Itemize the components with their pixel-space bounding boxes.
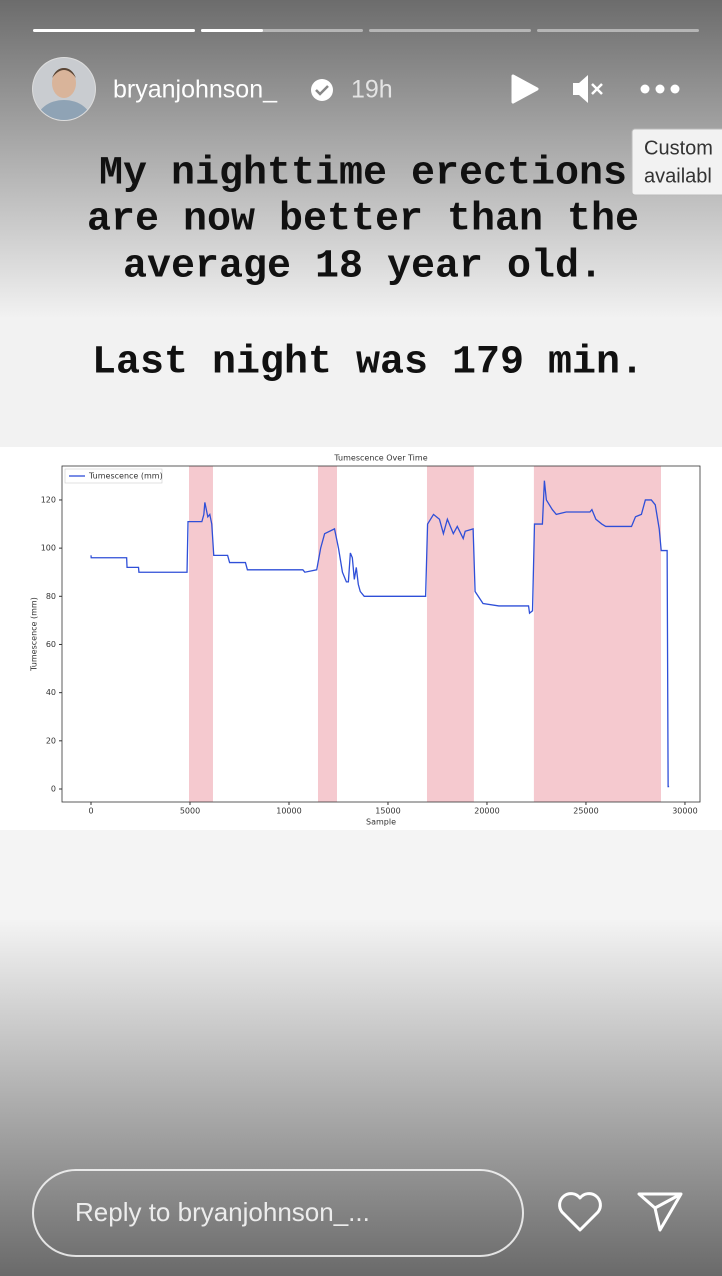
shaded-span: [426, 466, 474, 802]
data-line: [90, 480, 670, 788]
send-button[interactable]: [637, 1192, 683, 1232]
tooltip-text: Custom: [644, 137, 713, 159]
story-line: average 18 year old.: [123, 245, 603, 290]
x-tick-label: 20000: [474, 807, 499, 816]
progress-bars: [33, 29, 699, 32]
plot-frame: [61, 465, 701, 803]
tooltip: Custom availabl: [631, 128, 722, 196]
reply-input[interactable]: [32, 1169, 524, 1257]
story-line: Last night was 179 min.: [92, 341, 644, 386]
tooltip-text: availabl: [644, 165, 712, 187]
x-tick-label: 25000: [573, 807, 598, 816]
y-tick-label: 120: [41, 495, 56, 504]
play-button[interactable]: [511, 74, 539, 104]
username[interactable]: bryanjohnson_: [113, 76, 278, 104]
legend-box: [64, 468, 163, 484]
avatar[interactable]: [32, 57, 96, 144]
chart: Tumescence Over Time 0 5000 10000 15000 20000…: [30, 454, 701, 827]
post-time: 19h: [351, 76, 393, 104]
x-tick-label: 5000: [180, 807, 200, 816]
mute-button[interactable]: [573, 75, 603, 103]
y-tick-label: 80: [46, 592, 56, 601]
y-tick-label: 0: [51, 784, 56, 793]
y-tick-label: 60: [46, 640, 56, 649]
reply-placeholder: Reply to bryanjohnson_...: [75, 1197, 370, 1227]
story-line: My nighttime erections: [99, 152, 627, 197]
story-text: My nighttime erections are now better th…: [87, 152, 644, 386]
x-tick-label: 30000: [672, 807, 697, 816]
x-tick-label: 0: [88, 807, 93, 816]
x-axis-label: Sample: [366, 818, 396, 827]
x-tick-label: 10000: [276, 807, 301, 816]
shaded-span: [317, 466, 337, 802]
progress-segment: [33, 29, 195, 32]
y-tick-label: 100: [41, 544, 56, 553]
like-button[interactable]: [558, 1192, 602, 1232]
verified-badge: [311, 79, 333, 101]
progress-segment: [537, 29, 699, 32]
y-tick-label: 20: [46, 736, 56, 745]
more-button[interactable]: [640, 84, 680, 94]
y-tick-label: 40: [46, 688, 56, 697]
x-tick-label: 15000: [375, 807, 400, 816]
legend-label: Tumescence (mm): [88, 472, 163, 481]
progress-fill: [201, 29, 263, 32]
shaded-span: [189, 466, 213, 802]
shaded-span: [533, 466, 661, 802]
chart-title: Tumescence Over Time: [333, 454, 427, 463]
y-axis-label: Tumescence (mm): [30, 597, 39, 672]
story-line: are now better than the: [87, 198, 639, 243]
progress-segment: [369, 29, 531, 32]
